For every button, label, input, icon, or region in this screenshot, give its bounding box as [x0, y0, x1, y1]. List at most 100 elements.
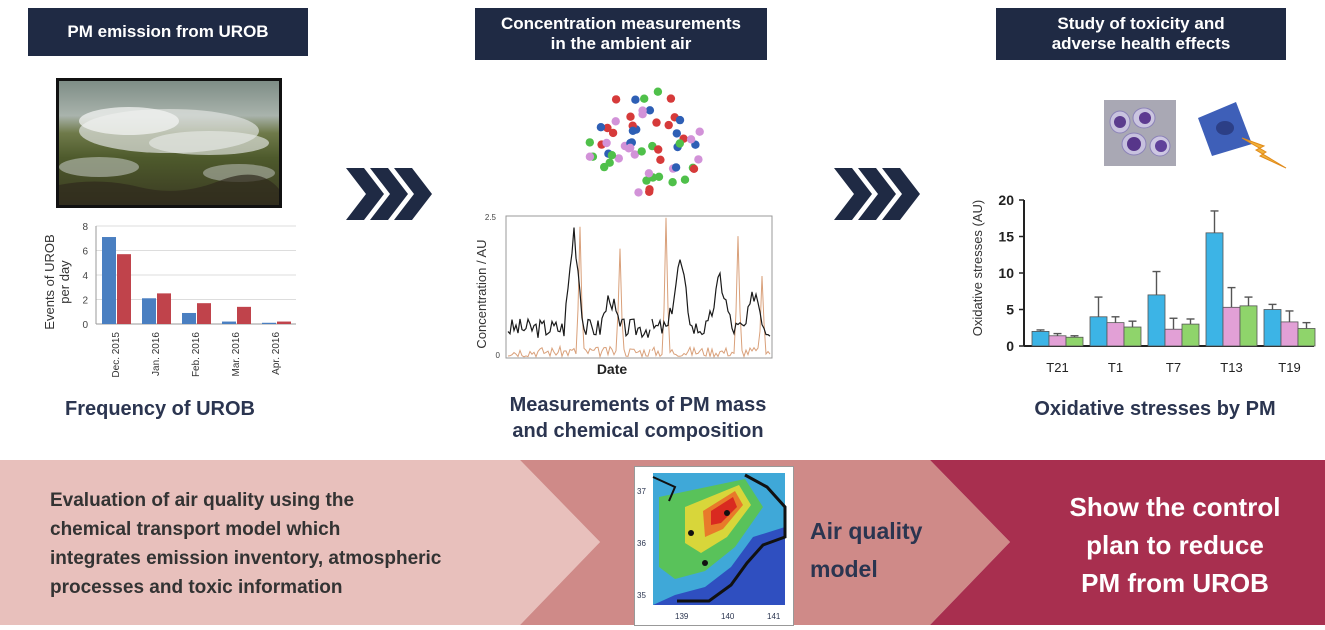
measurement-header-line2: in the ambient air — [550, 34, 692, 53]
urob-frequency-chart: Events of UROB per day 0 2 4 6 8 Dec. 2015 Jan… — [42, 222, 296, 378]
urob-ytick-label: 4 — [82, 271, 88, 282]
particle-dot — [644, 169, 654, 178]
particle-dot — [642, 176, 651, 185]
urob-bar — [222, 321, 236, 324]
model-label-line: model — [810, 556, 878, 582]
band-segment-left — [0, 460, 600, 625]
particle-dot — [614, 154, 623, 163]
toxicity-header-line2: adverse health effects — [1051, 34, 1231, 53]
air-quality-map: 37 36 35 139 140 141 — [634, 466, 794, 626]
particle-dot — [689, 164, 699, 173]
map-xtick: 140 — [721, 612, 735, 621]
urob-bar — [277, 321, 291, 324]
oxidative-bar — [1297, 328, 1316, 347]
particle-dot — [631, 95, 640, 104]
particle-dot — [640, 94, 649, 103]
particle-dot — [637, 147, 646, 156]
urob-category-label: Jan. 2016 — [151, 332, 162, 376]
concentration-series-light — [651, 217, 771, 359]
plot-frame — [505, 215, 773, 359]
particle-dot — [666, 94, 676, 103]
oxidative-bar — [1222, 306, 1241, 347]
oxidative-category-label: T19 — [1278, 360, 1300, 375]
particle-dot — [626, 112, 635, 121]
map-xtick: 139 — [675, 612, 689, 621]
oxidative-ylabel: Oxidative stresses (AU) — [970, 200, 985, 337]
emission-header-text: PM emission from UROB — [67, 22, 269, 41]
urob-bar — [142, 298, 156, 324]
map-ytick: 37 — [637, 487, 646, 496]
particle-dot — [605, 158, 614, 167]
concentration-ytick-top: 2.5 — [485, 213, 497, 222]
particle-dots-illustration — [585, 87, 704, 197]
particle-dot — [626, 143, 635, 152]
oxidative-ytick-label: 10 — [998, 265, 1014, 281]
particle-dot — [596, 123, 606, 132]
model-label-line: Air quality — [810, 518, 923, 544]
chevron-right-icon — [834, 168, 920, 220]
urob-bar — [237, 306, 251, 324]
oxidative-bar — [1263, 309, 1282, 347]
evaluation-description: Evaluation of air quality using the chem… — [50, 486, 570, 602]
oxidative-bar — [1031, 330, 1050, 347]
concentration-ylabel: Concentration / AU — [474, 239, 489, 348]
oxidative-bar — [1239, 305, 1258, 347]
concentration-series-dark — [651, 259, 771, 337]
particle-dot — [695, 127, 704, 136]
particle-dot — [607, 151, 617, 160]
urob-category-label: Feb. 2016 — [191, 332, 202, 377]
control-plan-line: Show the control — [1069, 492, 1281, 522]
smoke-illustration — [59, 107, 279, 205]
urob-category-label: Apr. 2016 — [271, 332, 282, 375]
control-plan-line: plan to reduce — [1086, 530, 1264, 560]
oxidative-bar — [1280, 321, 1299, 347]
particle-dot — [585, 152, 595, 161]
oxidative-category-label: T21 — [1046, 360, 1068, 375]
concentration-ytick-bottom: 0 — [496, 351, 501, 360]
air-quality-model-label: Air quality model — [810, 512, 960, 588]
concentration-xlabel: Date — [597, 361, 628, 377]
band-segment-right — [930, 460, 1325, 625]
oxidative-bar — [1106, 322, 1125, 347]
oxidative-stress-chart: Oxidative stresses (AU) 0 5 10 15 20 T21 T1 T7 T… — [970, 192, 1316, 375]
oxidative-bar — [1065, 336, 1084, 347]
urob-ylabel-line1: Events of UROB — [42, 234, 57, 329]
urob-bar — [157, 293, 171, 324]
oxidative-category-label: T7 — [1166, 360, 1181, 375]
measurement-caption: Measurements of PM mass and chemical com… — [468, 392, 808, 444]
oxidative-category-label: T13 — [1220, 360, 1242, 375]
urob-ytick-label: 0 — [82, 320, 88, 331]
emission-header: PM emission from UROB — [28, 8, 308, 56]
particle-dot — [672, 129, 681, 138]
urob-ytick-label: 6 — [82, 247, 88, 258]
evaluation-line: integrates emission inventory, atmospher… — [50, 548, 442, 569]
control-plan-text: Show the control plan to reduce PM from … — [1040, 488, 1310, 602]
measurement-header-line1: Concentration measurements — [501, 14, 741, 33]
oxidative-ytick-label: 0 — [1006, 338, 1014, 354]
measurement-caption-line2: and chemical composition — [512, 420, 764, 442]
evaluation-line: chemical transport model which — [50, 519, 341, 540]
particle-dot — [675, 139, 684, 148]
concentration-chart: Concentration / AU Date 2.5 0 — [474, 213, 773, 377]
particle-dot — [654, 172, 664, 181]
particle-dot — [664, 120, 673, 130]
map-ytick: 36 — [637, 539, 646, 548]
oxidative-cell-icon — [1198, 102, 1287, 169]
evaluation-line: processes and toxic information — [50, 577, 343, 598]
emission-caption: Frequency of UROB — [64, 398, 256, 420]
oxidative-ytick-label: 5 — [1006, 302, 1014, 318]
chevron-right-icon — [346, 168, 432, 220]
urob-bar — [117, 254, 131, 324]
oxidative-bar — [1147, 294, 1166, 347]
particle-dot — [630, 150, 639, 159]
toxicity-header: Study of toxicity and adverse health eff… — [996, 8, 1286, 60]
particle-dot — [585, 138, 594, 147]
urob-bar — [262, 322, 276, 324]
urob-bar — [182, 312, 196, 324]
particle-dot — [634, 188, 643, 197]
particle-dot — [611, 117, 620, 126]
urob-category-label: Dec. 2015 — [111, 332, 122, 378]
urob-ylabel-line2: per day — [57, 260, 72, 304]
concentration-series-light — [507, 226, 651, 359]
measurement-header: Concentration measurements in the ambien… — [475, 8, 767, 60]
